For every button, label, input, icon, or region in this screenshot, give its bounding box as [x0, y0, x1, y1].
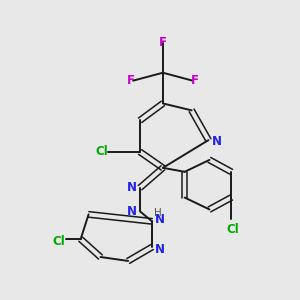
Text: Cl: Cl	[95, 146, 108, 158]
Text: N: N	[127, 181, 137, 194]
Text: F: F	[159, 35, 167, 49]
Text: Cl: Cl	[227, 223, 240, 236]
Text: N: N	[155, 243, 165, 256]
Text: N: N	[127, 205, 137, 218]
Text: F: F	[190, 74, 199, 87]
Text: F: F	[127, 74, 135, 87]
Text: N: N	[155, 213, 165, 226]
Text: N: N	[212, 135, 221, 148]
Text: Cl: Cl	[52, 235, 65, 248]
Text: H: H	[154, 208, 162, 218]
